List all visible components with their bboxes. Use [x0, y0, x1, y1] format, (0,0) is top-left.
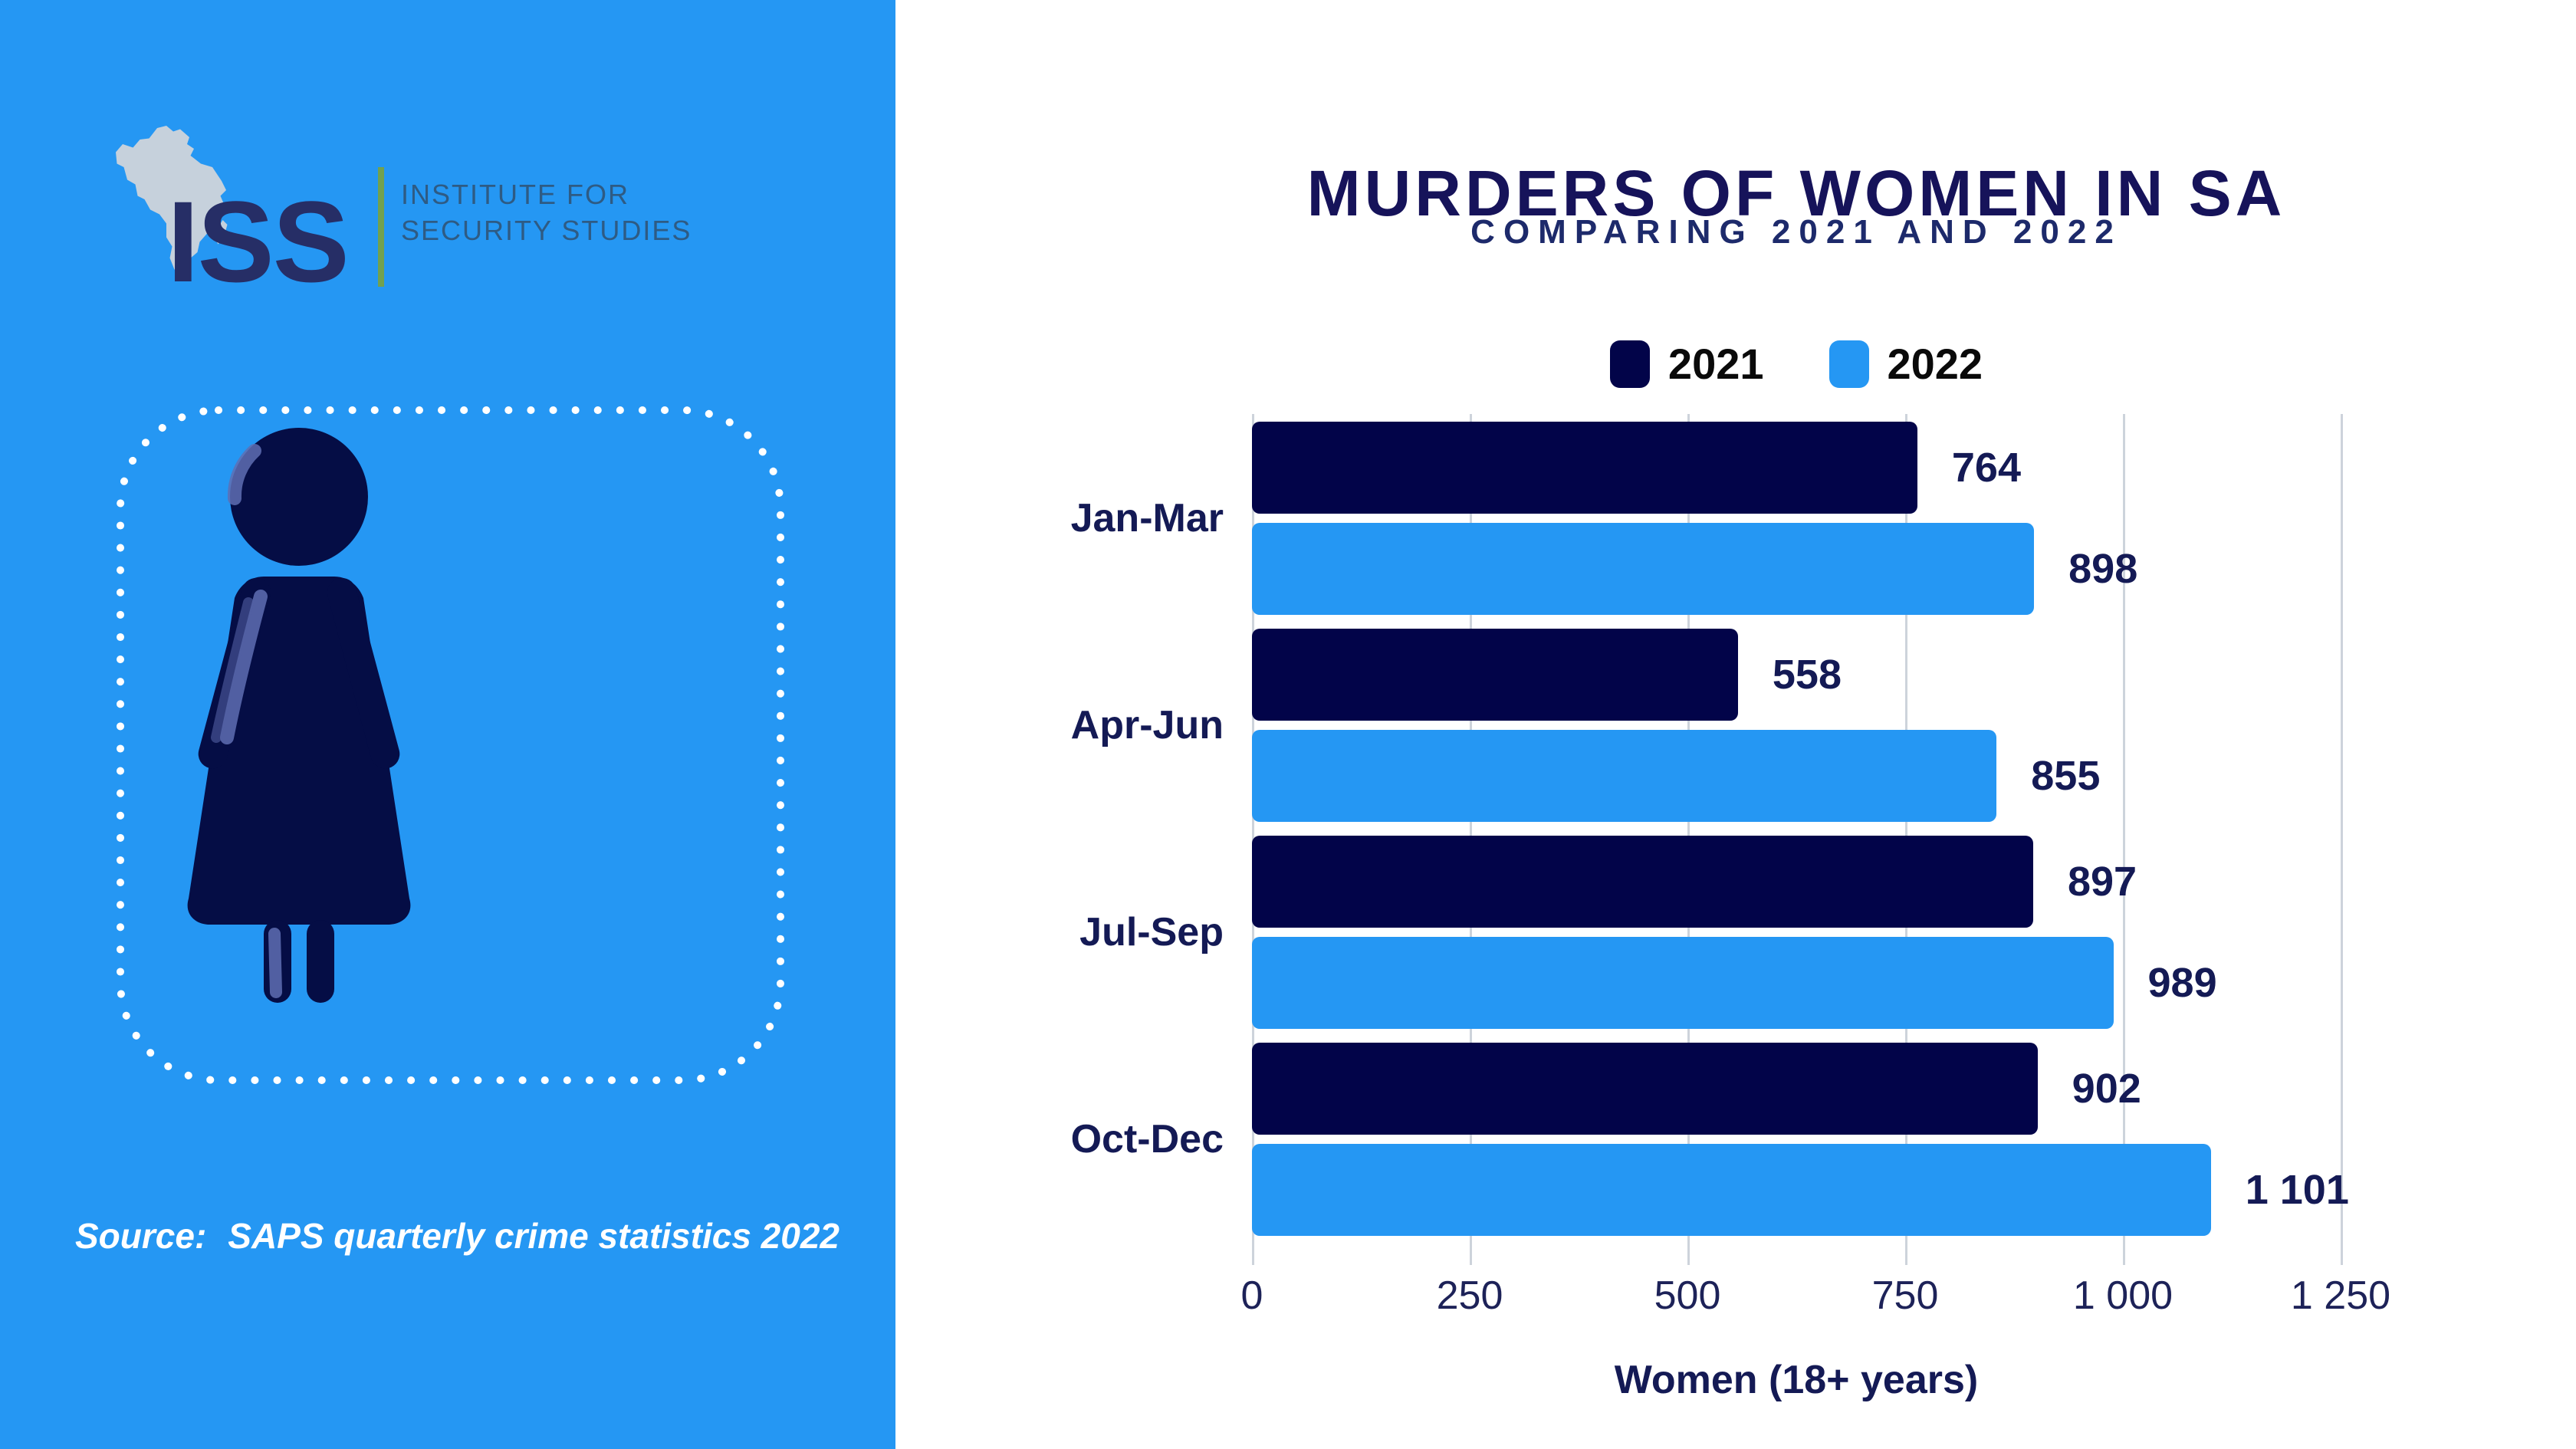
x-tick-250: 250: [1436, 1273, 1503, 1318]
logo-line-1: INSTITUTE FOR: [401, 179, 629, 210]
bar-value-2021-jan-mar: 764: [1951, 445, 2021, 491]
iss-logo-text: ISS: [167, 177, 350, 306]
bar-2021-oct-dec: [1252, 1043, 2038, 1135]
bar-2022-jul-sep: [1252, 937, 2114, 1029]
x-axis-label: Women (18+ years): [1614, 1358, 1979, 1402]
africa-map-icon: [116, 126, 228, 272]
category-label-jul-sep: Jul-Sep: [1079, 910, 1224, 955]
chart-legend: 2021 2022: [1252, 337, 2341, 391]
iss-logo: ISS INSTITUTE FOR SECURITY STUDIES: [113, 115, 696, 337]
chart-subtitle: COMPARING 2021 AND 2022: [1470, 213, 2122, 251]
bar-value-2021-apr-jun: 558: [1772, 652, 1842, 698]
bar-2021-jan-mar: [1252, 422, 1917, 514]
bar-2022-apr-jun: [1252, 730, 1997, 822]
bar-value-2022-oct-dec: 1 101: [2245, 1167, 2349, 1213]
legend-label-2022: 2022: [1887, 340, 1983, 388]
gridline-1000: [2123, 414, 2125, 1265]
logo-subtitle: INSTITUTE FOR SECURITY STUDIES: [401, 176, 692, 248]
x-tick-1250: 1 250: [2290, 1273, 2391, 1318]
bar-2021-jul-sep: [1252, 836, 2033, 928]
bar-group-apr-jun: 558 855: [1252, 629, 2341, 822]
bar-2022-oct-dec: [1252, 1144, 2211, 1236]
bar-value-2021-jul-sep: 897: [2067, 859, 2137, 905]
source-line: Source: SAPS quarterly crime statistics 2…: [75, 1215, 840, 1257]
category-label-oct-dec: Oct-Dec: [1070, 1117, 1224, 1162]
bar-value-2021-oct-dec: 902: [2072, 1066, 2141, 1112]
legend-swatch-2021: [1609, 340, 1650, 388]
left-panel: ISS INSTITUTE FOR SECURITY STUDIES: [0, 0, 895, 1449]
logo-line-2: SECURITY STUDIES: [401, 215, 692, 246]
x-tick-0: 0: [1240, 1273, 1263, 1318]
bar-group-jul-sep: 897 989: [1252, 836, 2341, 1029]
bar-value-2022-jul-sep: 989: [2147, 960, 2217, 1006]
legend-swatch-2022: [1829, 340, 1869, 388]
category-label-jan-mar: Jan-Mar: [1070, 496, 1224, 540]
dotted-border: [117, 406, 784, 1084]
bar-value-2022-jan-mar: 898: [2068, 546, 2138, 592]
source-text: SAPS quarterly crime statistics 2022: [228, 1216, 840, 1256]
x-tick-500: 500: [1654, 1273, 1721, 1318]
legend-item-2022: 2022: [1829, 340, 1983, 388]
category-label-apr-jun: Apr-Jun: [1070, 703, 1224, 748]
source-label: Source:: [75, 1216, 207, 1256]
gridline-1250: [2341, 414, 2343, 1265]
bar-2021-apr-jun: [1252, 629, 1738, 721]
legend-item-2021: 2021: [1609, 340, 1764, 388]
x-tick-1000: 1 000: [2072, 1273, 2174, 1318]
bar-value-2022-apr-jun: 855: [2031, 753, 2101, 799]
plot-area: 0 250 500 750 1 000 1 250 764 898 558 855 897 989 90…: [1241, 414, 2390, 1318]
legend-label-2021: 2021: [1668, 340, 1764, 388]
woman-icon-box: [115, 405, 786, 1086]
woman-icon: [187, 428, 411, 1003]
chart-panel: MURDERS OF WOMEN IN SA COMPARING 2021 AN…: [895, 0, 2576, 1449]
bar-group-jan-mar: 764 898: [1252, 422, 2341, 615]
bar-2022-jan-mar: [1252, 523, 2035, 615]
bar-group-oct-dec: 902 1 101: [1252, 1043, 2349, 1236]
x-tick-750: 750: [1871, 1273, 1939, 1318]
chart-title: MURDERS OF WOMEN IN SA: [1306, 157, 2286, 230]
logo-divider: [378, 167, 384, 287]
